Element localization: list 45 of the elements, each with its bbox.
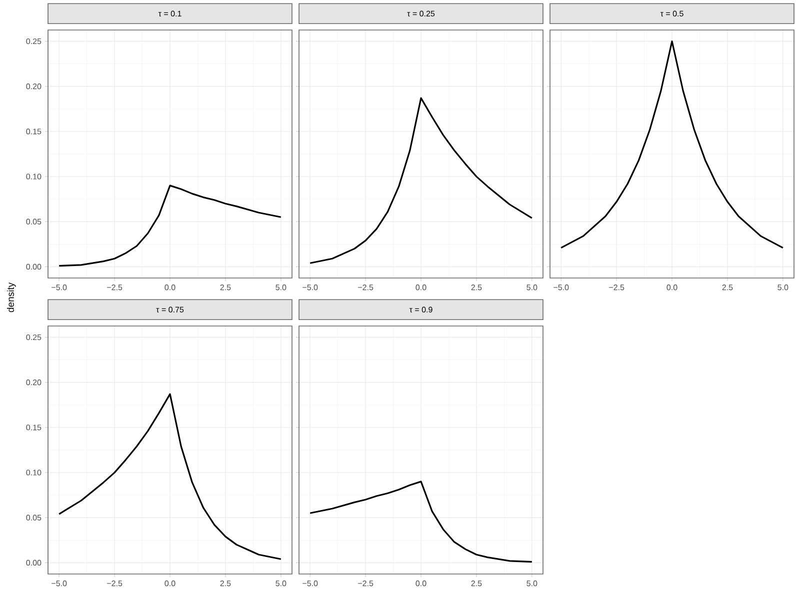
- x-tick-label: 5.0: [526, 284, 538, 290]
- chart-title: τ = 0.9: [409, 306, 432, 312]
- x-tick-label: −5.0: [52, 284, 67, 290]
- y-tick-label: 0.15: [26, 424, 42, 430]
- y-tick-label: 0.10: [26, 470, 42, 476]
- x-tick-label: 2.5: [471, 284, 482, 290]
- y-tick-label: 0.05: [26, 218, 42, 224]
- y-tick-label: 0.10: [26, 174, 42, 180]
- line-series: [58, 184, 282, 267]
- chart-title: τ = 0.5: [660, 10, 684, 16]
- x-tick-label: −2.5: [358, 580, 374, 586]
- x-tick-label: 0.0: [416, 284, 426, 290]
- x-tick-label: 0.0: [164, 580, 176, 586]
- x-tick-label: −5.0: [302, 580, 318, 586]
- y-tick-label: 0.00: [26, 264, 42, 270]
- x-tick-label: 0.0: [416, 580, 426, 586]
- x-tick-label: −2.5: [358, 284, 374, 290]
- x-tick-label: −5.0: [554, 284, 569, 290]
- x-tick-label: 2.5: [471, 580, 482, 586]
- y-tick-label: 0.25: [26, 334, 42, 340]
- x-tick-label: 5.0: [276, 580, 286, 586]
- line-series: [58, 393, 282, 560]
- y-axis-title: density: [6, 282, 16, 312]
- x-tick-label: −2.5: [609, 284, 624, 290]
- chart-title: τ = 0.1: [158, 10, 182, 16]
- x-tick-label: 2.5: [722, 284, 733, 290]
- x-tick-label: 5.0: [276, 284, 286, 290]
- x-tick-label: 2.5: [220, 580, 231, 586]
- x-tick-label: 0.0: [666, 284, 678, 290]
- chart-title: τ = 0.25: [407, 10, 435, 16]
- y-tick-label: 0.15: [26, 128, 42, 134]
- y-tick-label: 0.25: [26, 38, 42, 44]
- y-tick-label: 0.00: [26, 560, 42, 566]
- y-tick-label: 0.20: [26, 84, 42, 90]
- y-tick-label: 0.20: [26, 380, 42, 386]
- x-tick-label: 5.0: [526, 580, 538, 586]
- y-tick-label: 0.05: [26, 514, 42, 520]
- x-tick-label: 0.0: [164, 284, 176, 290]
- x-tick-label: 5.0: [778, 284, 788, 290]
- x-tick-label: −2.5: [107, 580, 122, 586]
- x-tick-label: −5.0: [302, 284, 318, 290]
- chart-title: τ = 0.75: [156, 306, 184, 312]
- x-tick-label: 2.5: [220, 284, 231, 290]
- x-tick-label: −5.0: [52, 580, 67, 586]
- x-tick-label: −2.5: [107, 284, 122, 290]
